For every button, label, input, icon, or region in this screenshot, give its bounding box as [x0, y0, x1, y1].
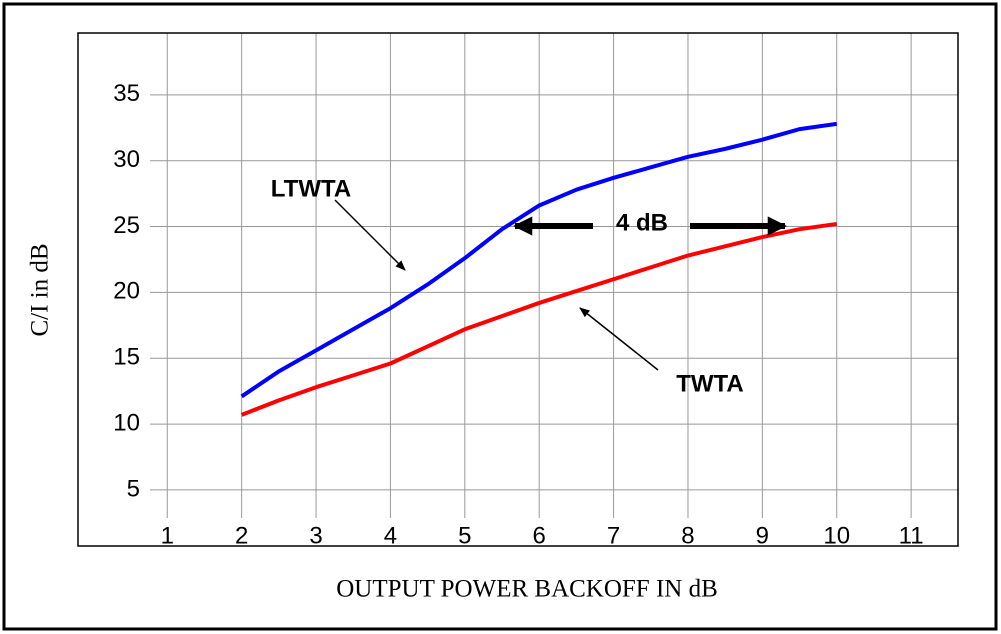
- y-tick-label: 10: [113, 409, 140, 436]
- x-tick-label: 10: [823, 522, 850, 549]
- x-tick-label: 9: [756, 522, 769, 549]
- y-axis-label: C/I in dB: [27, 243, 54, 336]
- plot-border: [77, 32, 959, 547]
- y-tick-label: 5: [127, 475, 140, 502]
- annotation-arrow: [334, 199, 406, 271]
- x-tick-label: 8: [681, 522, 694, 549]
- y-tick-label: 20: [113, 278, 140, 305]
- annotation: 4 dB: [616, 209, 668, 236]
- x-tick-label: 5: [458, 522, 471, 549]
- series-line: [240, 221, 838, 417]
- y-tick-label: 30: [113, 146, 140, 173]
- y-tick-label: 25: [113, 212, 140, 239]
- x-tick-label: 2: [235, 522, 248, 549]
- x-tick-label: 1: [161, 522, 174, 549]
- series-annotation: LTWTA: [271, 175, 351, 202]
- x-tick-label: 7: [607, 522, 620, 549]
- annotation-arrow: [579, 307, 659, 371]
- y-tick-label: 35: [113, 80, 140, 107]
- y-tick-label: 15: [113, 344, 140, 371]
- x-tick-label: 6: [533, 522, 546, 549]
- x-tick-label: 3: [309, 522, 322, 549]
- x-tick-label: 11: [899, 522, 924, 549]
- series-line: [240, 121, 838, 399]
- series-annotation: TWTA: [676, 370, 744, 397]
- x-tick-label: 4: [384, 522, 397, 549]
- x-axis-label: OUTPUT POWER BACKOFF IN dB: [336, 576, 718, 603]
